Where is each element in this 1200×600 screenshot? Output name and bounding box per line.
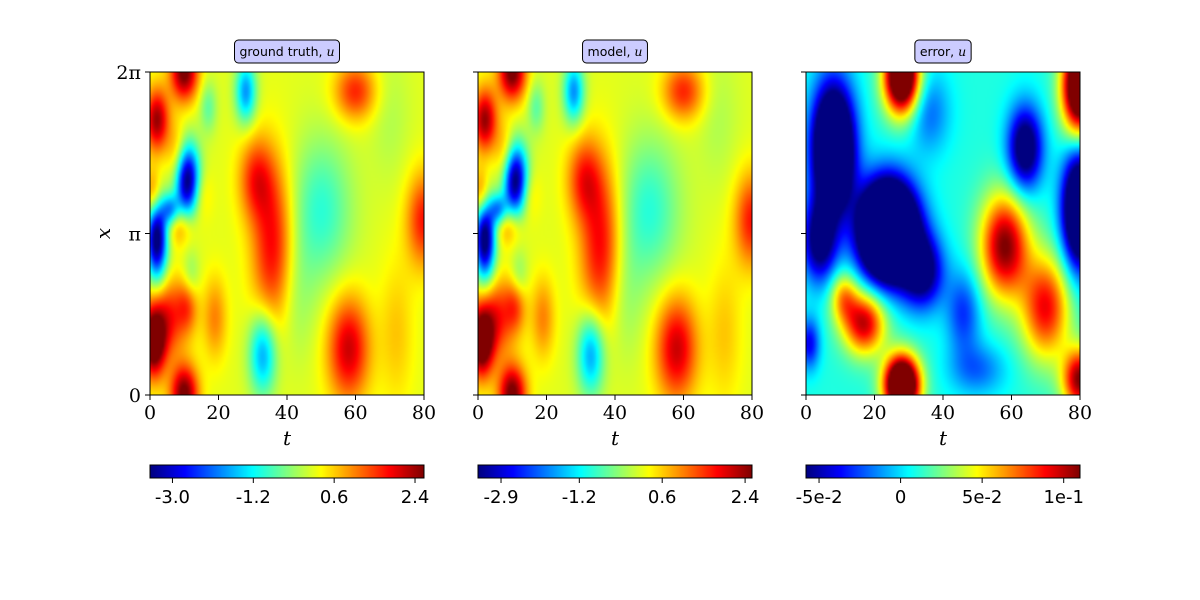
x-tick-label: 80 xyxy=(1068,402,1092,424)
panel-title: ground truth, u xyxy=(234,39,340,64)
colorbar: -5e-2 0 5e-2 1e-1 xyxy=(796,464,1084,508)
x-tick-label: 40 xyxy=(931,402,955,424)
colorbar-tick-label: 0.6 xyxy=(320,487,349,508)
x-tick-label: 20 xyxy=(862,402,886,424)
colorbar-gradient xyxy=(478,465,752,478)
colorbar-tick-label: -2.9 xyxy=(483,487,518,508)
y-tick-label: 0 xyxy=(129,385,141,407)
colorbar: -3.0 -1.2 0.6 2.4 xyxy=(149,464,430,508)
y-axis-label: x xyxy=(91,228,115,239)
panel-title-variable: u xyxy=(634,44,642,59)
panel-title: error, u xyxy=(914,39,972,64)
heatmap-panel-1: 0 20 40 60 80 0 π 2π t x ground truth, u -3.0 -1.2 0.… xyxy=(91,39,436,508)
x-tick-label: 40 xyxy=(603,402,627,424)
y-tick-label: π xyxy=(129,223,142,245)
x-tick-label: 80 xyxy=(412,402,436,424)
x-tick-label: 60 xyxy=(999,402,1023,424)
panel-title-box xyxy=(914,39,972,64)
heatmap-image xyxy=(150,72,424,395)
x-axis-label: t xyxy=(283,426,292,450)
x-tick-label: 20 xyxy=(534,402,558,424)
colorbar-gradient xyxy=(150,465,424,478)
panel-title-text: error, u xyxy=(920,44,966,59)
colorbar-tick-label: 0.6 xyxy=(648,487,677,508)
panel-title-main: error, xyxy=(920,44,958,59)
colorbar-tick-label: -3.0 xyxy=(155,487,190,508)
x-tick-label: 0 xyxy=(144,402,156,424)
panel-title-box xyxy=(582,39,648,64)
panel-title-main: model, xyxy=(588,44,635,59)
panel-title-variable: u xyxy=(326,44,334,59)
panel-title: model, u xyxy=(582,39,648,64)
colorbar-tick-label: -1.2 xyxy=(562,487,597,508)
y-tick-label: 2π xyxy=(116,62,141,84)
panel-title-variable: u xyxy=(958,44,966,59)
colorbar-tick-label: -1.2 xyxy=(236,487,271,508)
heatmap-image xyxy=(478,72,752,395)
x-tick-label: 0 xyxy=(800,402,812,424)
x-tick-label: 80 xyxy=(740,402,764,424)
colorbar-tick-label: 0 xyxy=(895,487,906,508)
colorbar-tick-label: -5e-2 xyxy=(796,487,843,508)
colorbar-gradient xyxy=(806,465,1080,478)
x-axis-label: t xyxy=(611,426,620,450)
panel-title-text: ground truth, u xyxy=(240,44,335,59)
colorbar-tick-label: 2.4 xyxy=(401,487,430,508)
colorbar-frame xyxy=(477,464,753,479)
x-tick-label: 60 xyxy=(343,402,367,424)
x-tick-label: 40 xyxy=(275,402,299,424)
colorbar-frame xyxy=(805,464,1081,479)
x-tick-label: 20 xyxy=(206,402,230,424)
x-tick-label: 0 xyxy=(472,402,484,424)
colorbar-tick-label: 1e-1 xyxy=(1043,487,1083,508)
panel-title-text: model, u xyxy=(588,44,643,59)
colorbar-tick-label: 5e-2 xyxy=(962,487,1002,508)
x-tick-label: 60 xyxy=(671,402,695,424)
colorbar: -2.9 -1.2 0.6 2.4 xyxy=(477,464,760,508)
x-axis-label: t xyxy=(939,426,948,450)
heatmap-image xyxy=(806,72,1080,395)
colorbar-frame xyxy=(149,464,425,479)
panel-title-main: ground truth, xyxy=(240,44,327,59)
heatmap-panel-3: 0 20 40 60 80 t error, u -5e-2 0 5e-2 1e-1 xyxy=(796,39,1092,508)
heatmap-panel-2: 0 20 40 60 80 t model, u -2.9 -1.2 0.6 2.4 xyxy=(472,39,764,508)
colorbar-tick-label: 2.4 xyxy=(731,487,760,508)
panel-title-box xyxy=(234,39,340,64)
